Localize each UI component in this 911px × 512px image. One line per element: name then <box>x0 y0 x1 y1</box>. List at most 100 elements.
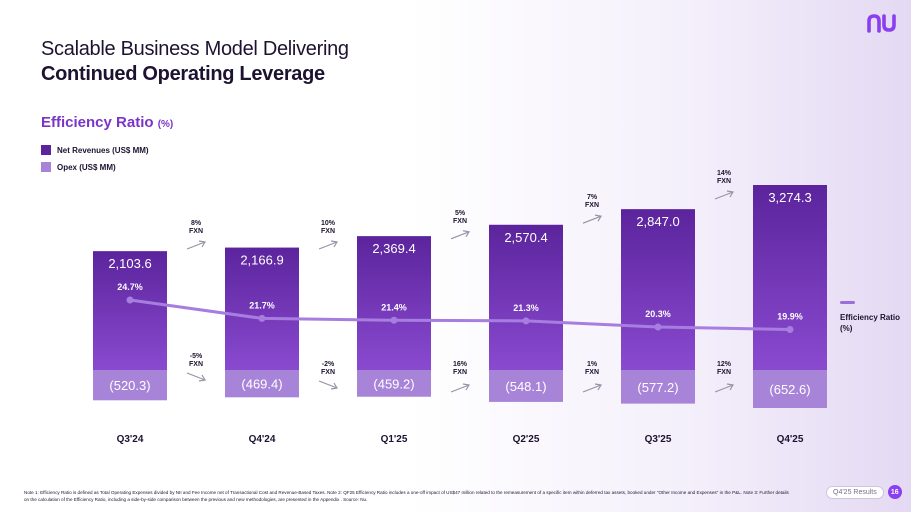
opex-growth-arrow <box>714 384 734 393</box>
opex-growth-arrow <box>186 372 206 381</box>
revenue-value-label: 2,103.6 <box>108 256 151 271</box>
efficiency-line <box>128 298 792 331</box>
x-tick-label: Q3'25 <box>645 434 672 445</box>
opex-bar <box>753 370 827 408</box>
efficiency-point <box>786 325 794 333</box>
chart-subtitle: Efficiency Ratio (%) <box>41 114 173 131</box>
efficiency-value-label: 19.9% <box>777 311 803 321</box>
opex-growth-pct: -5% <box>190 353 203 360</box>
opex-value-label: (548.1) <box>505 379 546 394</box>
opex-growth-tag: FXN <box>717 369 731 376</box>
revenue-bar <box>489 224 563 370</box>
revenue-growth-arrow <box>450 231 470 240</box>
opex-growth-tag: FXN <box>189 361 203 368</box>
nu-logo <box>867 14 896 33</box>
opex-value-label: (520.3) <box>109 378 150 393</box>
opex-growth-tag: FXN <box>453 369 467 376</box>
x-tick-label: Q4'25 <box>777 434 804 445</box>
revenue-growth-arrow <box>582 215 602 224</box>
page-title: Scalable Business Model Delivering Conti… <box>41 37 349 87</box>
page-number: 16 <box>887 485 902 499</box>
revenue-bar <box>621 209 695 370</box>
efficiency-point <box>654 323 662 331</box>
revenue-growth-tag: FXN <box>189 228 203 235</box>
opex-growth-arrow <box>450 384 470 393</box>
revenue-growth-arrow-head <box>198 240 206 248</box>
revenue-growth-pct: 5% <box>455 210 466 217</box>
efficiency-point <box>126 296 134 304</box>
revenue-growth-arrow <box>186 241 206 250</box>
revenue-growth-tag: FXN <box>321 228 335 235</box>
page-footer: Q4'25 Results 16 <box>826 485 902 499</box>
revenue-value-label: 2,369.4 <box>372 241 415 256</box>
efficiency-value-label: 24.7% <box>117 282 143 292</box>
opex-value-label: (577.2) <box>637 380 678 395</box>
opex-growth-arrow <box>582 384 602 393</box>
opex-bar <box>93 370 167 401</box>
opex-growth-arrow-head <box>330 382 338 390</box>
efficiency-point <box>258 314 266 322</box>
efficiency-value-label: 21.7% <box>249 300 275 310</box>
opex-growth-pct: 1% <box>587 361 598 368</box>
footnote: Note 1: Efficiency Ratio is defined as T… <box>24 490 789 502</box>
revenue-growth-arrow-head <box>462 230 470 238</box>
revenue-bar <box>225 247 299 370</box>
opex-value-label: (459.2) <box>373 376 414 391</box>
revenue-value-label: 3,274.3 <box>768 190 811 205</box>
revenue-growth-arrow-head <box>330 240 338 248</box>
efficiency-value-label: 21.3% <box>513 303 539 313</box>
chart-subtitle-unit: (%) <box>157 119 174 130</box>
revenue-bar <box>93 251 167 370</box>
page-title-line-1: Scalable Business Model Delivering <box>41 38 349 60</box>
x-tick-label: Q4'24 <box>249 434 276 445</box>
revenue-growth-pct: 14% <box>717 170 732 177</box>
deck-label: Q4'25 Results <box>826 485 884 499</box>
opex-growth-arrow-head <box>462 383 470 391</box>
revenue-growth-tag: FXN <box>585 202 599 209</box>
x-tick-label: Q1'25 <box>381 434 408 445</box>
x-tick-label: Q3'24 <box>117 434 144 445</box>
legend-efficiency: Efficiency Ratio (%) <box>840 301 900 334</box>
legend-revenue-swatch <box>41 145 51 155</box>
efficiency-value-label: 20.3% <box>645 309 671 319</box>
legend-opex-label: Opex (US$ MM) <box>57 162 116 172</box>
opex-bar <box>357 370 431 397</box>
opex-growth-pct: -2% <box>322 361 335 368</box>
opex-growth-arrow-head <box>198 374 206 382</box>
revenue-growth-tag: FXN <box>717 178 731 185</box>
legend-opex: Opex (US$ MM) <box>41 162 116 172</box>
efficiency-value-label: 21.4% <box>381 302 407 312</box>
efficiency-point <box>522 317 530 325</box>
legend-opex-swatch <box>41 162 51 172</box>
opex-value-label: (652.6) <box>769 382 810 397</box>
revenue-value-label: 2,570.4 <box>504 230 547 245</box>
legend-revenue-label: Net Revenues (US$ MM) <box>57 145 149 155</box>
chart-subtitle-text: Efficiency Ratio <box>41 114 154 131</box>
legend-revenue: Net Revenues (US$ MM) <box>41 145 149 155</box>
legend-efficiency-label-1: Efficiency Ratio <box>840 313 901 322</box>
legend-efficiency-line <box>840 301 855 304</box>
opex-growth-arrow-head <box>726 383 734 391</box>
opex-bar <box>225 370 299 398</box>
efficiency-point <box>390 316 398 324</box>
revenue-growth-arrow <box>714 191 734 200</box>
page-title-line-2: Continued Operating Leverage <box>41 63 325 85</box>
opex-growth-pct: 12% <box>717 361 732 368</box>
revenue-growth-arrow-head <box>726 190 734 198</box>
revenue-bar <box>753 185 827 370</box>
opex-growth-arrow <box>318 380 338 389</box>
legend-efficiency-label-2: (%) <box>840 324 853 333</box>
revenue-growth-pct: 8% <box>191 220 202 227</box>
revenue-growth-pct: 7% <box>587 194 598 201</box>
opex-bar <box>621 370 695 404</box>
opex-bar <box>489 370 563 402</box>
revenue-value-label: 2,166.9 <box>240 253 283 268</box>
opex-growth-tag: FXN <box>321 369 335 376</box>
revenue-bar <box>357 236 431 370</box>
revenue-growth-arrow <box>318 241 338 250</box>
revenue-growth-tag: FXN <box>453 218 467 225</box>
revenue-value-label: 2,847.0 <box>636 214 679 229</box>
revenue-growth-arrow-head <box>594 214 602 222</box>
opex-growth-arrow-head <box>594 383 602 391</box>
